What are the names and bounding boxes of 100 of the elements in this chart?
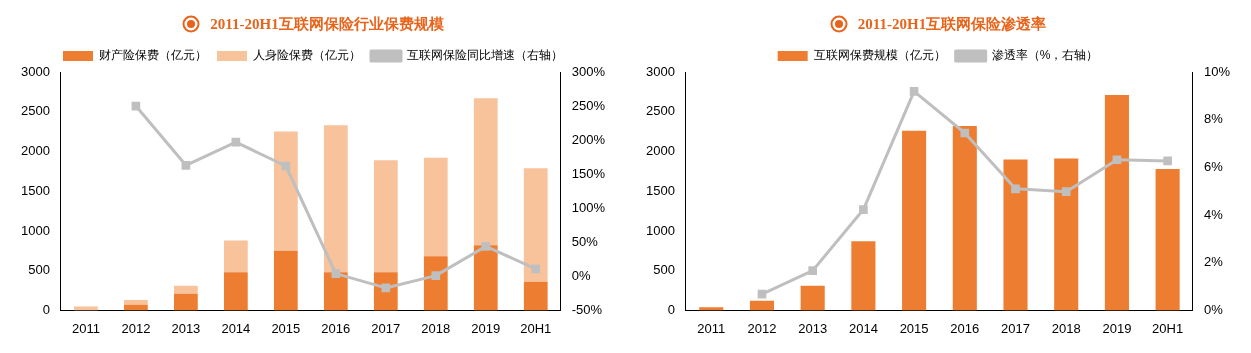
bar (902, 130, 927, 311)
y2-tick-label: 150% (571, 165, 606, 181)
bar (699, 307, 724, 311)
y-tick-label: 3000 (21, 63, 50, 79)
y2-tick-label: 250% (571, 97, 606, 113)
point (431, 271, 441, 280)
y-tick-label: 1500 (646, 182, 675, 198)
x-tick-label: 2014 (221, 320, 251, 336)
legend-label: 互联网保费规模（亿元） (813, 48, 946, 63)
y-tick-label: 2000 (21, 143, 50, 159)
legend-label: 互联网保险同比增速（右轴） (407, 48, 563, 63)
chart-title: 2011-20H1互联网保险行业保费规模 (210, 14, 444, 34)
point (960, 128, 970, 138)
x-tick-label: 2011 (71, 320, 100, 336)
x-tick-label: 2016 (950, 320, 980, 336)
legend-label: 财产险保费（亿元） (99, 48, 207, 63)
point (1163, 156, 1172, 166)
y-tick-label: 1000 (646, 222, 675, 238)
x-tick-label: 2012 (747, 320, 777, 336)
x-tick-label: 2015 (271, 320, 301, 336)
y-tick-label: 0 (42, 301, 50, 317)
bar (1054, 158, 1079, 311)
x-tick-label: 2017 (1001, 320, 1030, 336)
point (808, 266, 818, 275)
point (909, 86, 919, 96)
bar (74, 306, 98, 311)
bar (323, 272, 348, 311)
bar (1104, 95, 1129, 311)
bar (223, 272, 248, 311)
point (1112, 155, 1122, 165)
y-tick-label: 2500 (21, 103, 50, 119)
y2-tick-label: 10% (1203, 63, 1231, 79)
bar (174, 293, 198, 311)
x-tick-label: 20H1 (1152, 320, 1184, 336)
y-tick-label: 1000 (21, 222, 50, 238)
point (531, 264, 541, 274)
y2-tick-label: 0% (571, 267, 591, 283)
bar (952, 126, 977, 311)
y-tick-label: 1500 (21, 182, 50, 198)
bar (423, 157, 448, 257)
bar (273, 131, 298, 251)
y2-tick-label: 200% (571, 131, 606, 147)
y2-tick-label: 2% (1203, 254, 1224, 270)
bar (124, 300, 148, 305)
bar (800, 285, 825, 311)
y2-tick-label: 4% (1203, 206, 1224, 222)
y-tick-label: 0 (667, 301, 675, 317)
y-tick-label: 3000 (646, 63, 675, 79)
point (231, 137, 241, 147)
bar (1003, 159, 1028, 311)
bar (851, 241, 876, 311)
bar (1155, 168, 1180, 311)
x-tick-label: 2019 (1102, 320, 1132, 336)
bar (273, 250, 298, 311)
y-tick-label: 2000 (646, 143, 675, 159)
bar (124, 304, 148, 311)
x-tick-label: 2019 (471, 320, 501, 336)
x-tick-label: 2017 (371, 320, 401, 336)
y-tick-label: 500 (653, 262, 675, 278)
bar (523, 281, 548, 311)
x-tick-label: 2013 (798, 320, 828, 336)
point (1061, 187, 1071, 197)
bar (523, 168, 548, 282)
chart-title: 2011-20H1互联网保险渗透率 (857, 14, 1047, 34)
x-tick-label: 2013 (171, 320, 201, 336)
x-tick-label: 2016 (321, 320, 351, 336)
legend-label: 渗透率（%，右轴） (991, 48, 1099, 63)
bar (473, 245, 498, 311)
bar (223, 240, 248, 273)
y2-tick-label: 100% (571, 199, 606, 215)
point (131, 101, 141, 111)
y2-tick-label: 300% (571, 63, 606, 79)
point (757, 289, 767, 299)
y2-tick-label: -50% (571, 301, 603, 317)
y2-tick-label: 0% (1203, 301, 1224, 317)
y2-tick-label: 50% (571, 233, 599, 249)
y-tick-label: 500 (28, 262, 50, 278)
x-tick-label: 2014 (848, 320, 878, 336)
x-tick-label: 2018 (421, 320, 451, 336)
x-tick-label: 2012 (121, 320, 151, 336)
point (859, 205, 868, 214)
bar (174, 285, 198, 294)
point (181, 160, 191, 170)
y2-tick-label: 8% (1203, 111, 1224, 127)
x-tick-label: 20H1 (520, 320, 552, 336)
bar (473, 98, 498, 246)
bar (749, 300, 775, 311)
x-tick-label: 2015 (899, 320, 929, 336)
bar (373, 160, 398, 273)
point (281, 161, 291, 171)
legend-label: 人身险保费（亿元） (253, 48, 361, 63)
point (1011, 184, 1020, 194)
bar (323, 125, 348, 273)
point (331, 269, 341, 278)
x-tick-label: 2011 (697, 320, 726, 336)
y2-tick-label: 6% (1203, 158, 1224, 174)
point (481, 242, 491, 251)
bar (423, 256, 448, 311)
y-tick-label: 2500 (646, 103, 675, 119)
x-tick-label: 2018 (1051, 320, 1081, 336)
